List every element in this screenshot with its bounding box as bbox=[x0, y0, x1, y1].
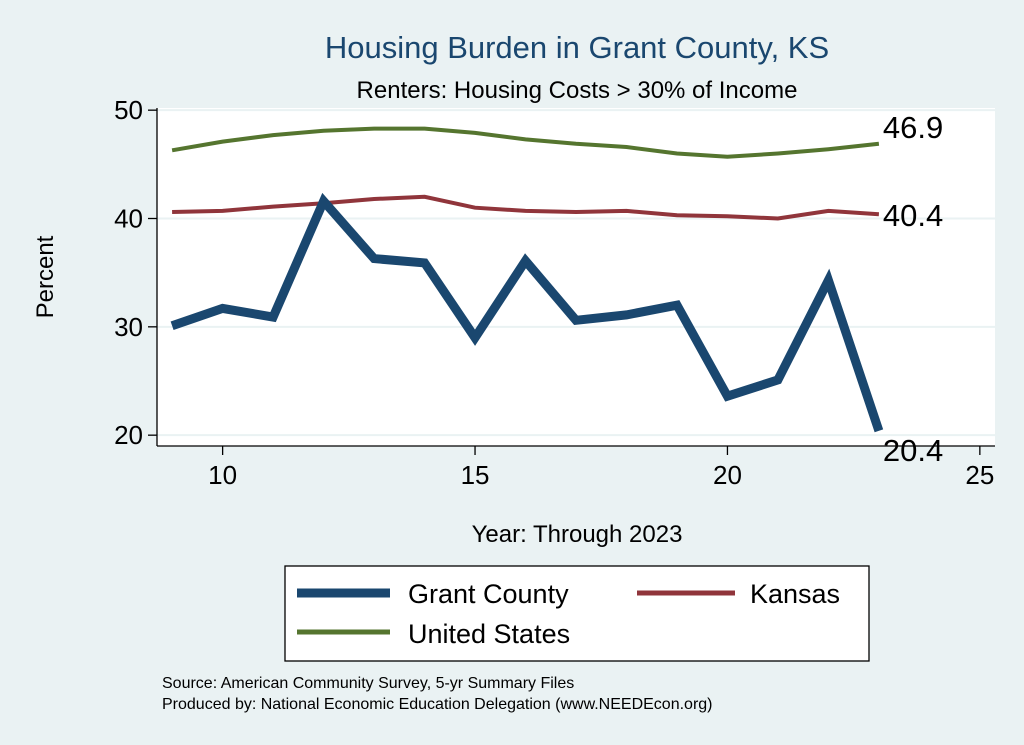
series-line-grant-county bbox=[170, 192, 884, 433]
legend-label-united-states: United States bbox=[408, 619, 570, 649]
y-tick-label-20: 20 bbox=[114, 420, 143, 450]
end-label-grant-county: 20.4 bbox=[883, 433, 943, 468]
chart-title: Housing Burden in Grant County, KS bbox=[325, 30, 829, 65]
legend bbox=[284, 565, 870, 662]
x-ticks: 10 15 20 25 bbox=[208, 446, 994, 490]
y-axis-title: Percent bbox=[32, 235, 59, 318]
y-ticks: 20 30 40 50 bbox=[114, 95, 157, 450]
x-tick-label-15: 15 bbox=[461, 460, 490, 490]
legend-items: Grant County Kansas United States bbox=[297, 579, 840, 649]
x-tick-label-20: 20 bbox=[713, 460, 742, 490]
chart-subtitle: Renters: Housing Costs > 30% of Income bbox=[357, 77, 798, 104]
source-line-1: Source: American Community Survey, 5-yr … bbox=[162, 675, 574, 692]
y-tick-label-30: 30 bbox=[114, 312, 143, 342]
x-axis-title: Year: Through 2023 bbox=[472, 521, 683, 548]
source-line-2: Produced by: National Economic Education… bbox=[162, 696, 713, 713]
x-tick-label-10: 10 bbox=[208, 460, 237, 490]
plot-area bbox=[157, 108, 995, 446]
y-tick-label-40: 40 bbox=[114, 204, 143, 234]
series-line-kansas bbox=[172, 194, 880, 221]
end-label-united-states: 46.9 bbox=[883, 110, 943, 145]
series-lines bbox=[170, 126, 884, 433]
end-label-kansas: 40.4 bbox=[883, 198, 943, 233]
x-tick-label-25: 25 bbox=[965, 460, 994, 490]
gridlines bbox=[157, 109, 995, 437]
y-tick-label-50: 50 bbox=[114, 95, 143, 125]
legend-label-grant-county: Grant County bbox=[408, 579, 569, 609]
legend-label-kansas: Kansas bbox=[750, 579, 840, 609]
series-line-united-states bbox=[171, 126, 880, 159]
end-labels: 46.9 40.4 20.4 bbox=[883, 110, 943, 468]
